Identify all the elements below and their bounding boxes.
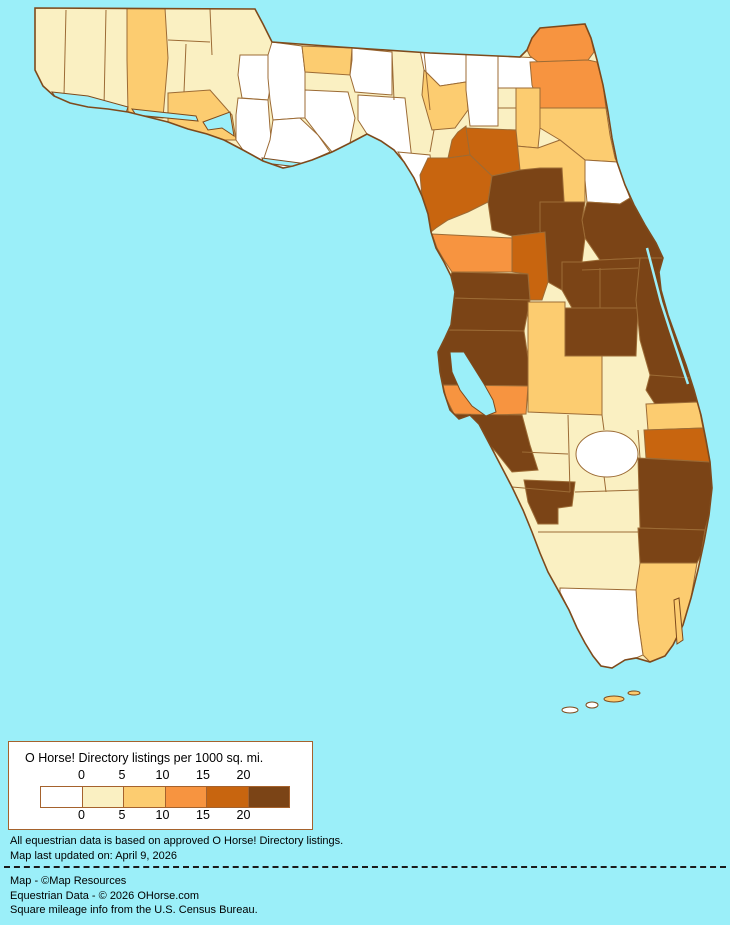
legend-ticks-top: 0 5 10 15 20: [9, 768, 312, 782]
county-hernando: [446, 271, 531, 301]
legend-tick-label: 5: [118, 808, 126, 822]
legend-tick-label: 20: [236, 768, 251, 782]
florida-coastline: [34, 7, 713, 669]
florida-keys-island: [561, 706, 579, 714]
map-credits: Map - ©Map Resources Equestrian Data - ©…: [10, 874, 258, 918]
county-pasco: [444, 297, 531, 332]
county-duval: [529, 59, 607, 109]
county-walton: [126, 8, 169, 119]
county-suwannee: [421, 68, 469, 131]
legend-swatch-15-20: [207, 787, 249, 807]
legend-swatch-0-5: [82, 787, 124, 807]
legend-tick-label: 10: [155, 768, 170, 782]
legend-tick-label: 15: [196, 768, 210, 782]
legend-title: O Horse! Directory listings per 1000 sq.…: [25, 751, 264, 765]
county-miamidade: [635, 562, 698, 663]
county-broward: [637, 527, 706, 564]
note-last-updated: Map last updated on: April 9, 2026: [10, 850, 177, 862]
note-data-source: All equestrian data is based on approved…: [10, 835, 344, 847]
county-nassau: [526, 23, 595, 63]
county-leon: [349, 47, 393, 96]
county-martin: [643, 427, 711, 463]
dashed-divider: [4, 866, 726, 868]
legend-ticks-bottom: 0 5 10 15 20: [9, 808, 312, 822]
county-stlucie: [645, 401, 704, 431]
barrier-island: [673, 597, 684, 645]
florida-keys-island: [627, 690, 641, 696]
legend-swatch-10-15: [165, 787, 207, 807]
legend-tick-label: 5: [118, 768, 126, 782]
legend-swatch-5-10: [124, 787, 166, 807]
county-citrus: [431, 233, 513, 273]
county-gadsden: [301, 45, 353, 76]
florida-keys-island: [603, 695, 625, 703]
legend-tick-label: 15: [196, 808, 210, 822]
county-polk: [527, 301, 603, 416]
bay-water: [202, 111, 235, 138]
county-sumter: [511, 231, 549, 301]
bay-water: [449, 351, 497, 417]
legend-swatch-0: [41, 787, 83, 807]
lake-okeechobee: [575, 430, 639, 478]
lagoon-water: [645, 247, 690, 385]
county-osceola: [561, 307, 639, 357]
legend-tick-label: 10: [155, 808, 170, 822]
map-legend: O Horse! Directory listings per 1000 sq.…: [8, 741, 313, 830]
credit-equestrian-data: Equestrian Data - © 2026 OHorse.com: [10, 889, 200, 902]
legend-swatch-20+: [248, 787, 289, 807]
legend-tick-label: 0: [78, 808, 85, 822]
florida-keys-island: [585, 701, 599, 709]
credit-square-mileage: Square mileage info from the U.S. Census…: [10, 904, 258, 916]
credit-map: Map - ©Map Resources: [10, 875, 127, 887]
county-clay: [515, 87, 541, 149]
bay-water: [476, 485, 511, 527]
county-calhoun: [237, 54, 273, 101]
county-orange: [561, 257, 644, 309]
legend-tick-label: 0: [78, 768, 85, 782]
legend-color-ramp: [40, 786, 290, 808]
map-notes: All equestrian data is based on approved…: [10, 834, 343, 864]
legend-tick-label: 20: [236, 808, 251, 822]
county-columbia: [465, 53, 499, 127]
county-liberty: [267, 41, 306, 121]
county-monroe: [559, 587, 644, 668]
county-palmbeach: [637, 457, 712, 531]
county-volusia: [581, 197, 664, 261]
